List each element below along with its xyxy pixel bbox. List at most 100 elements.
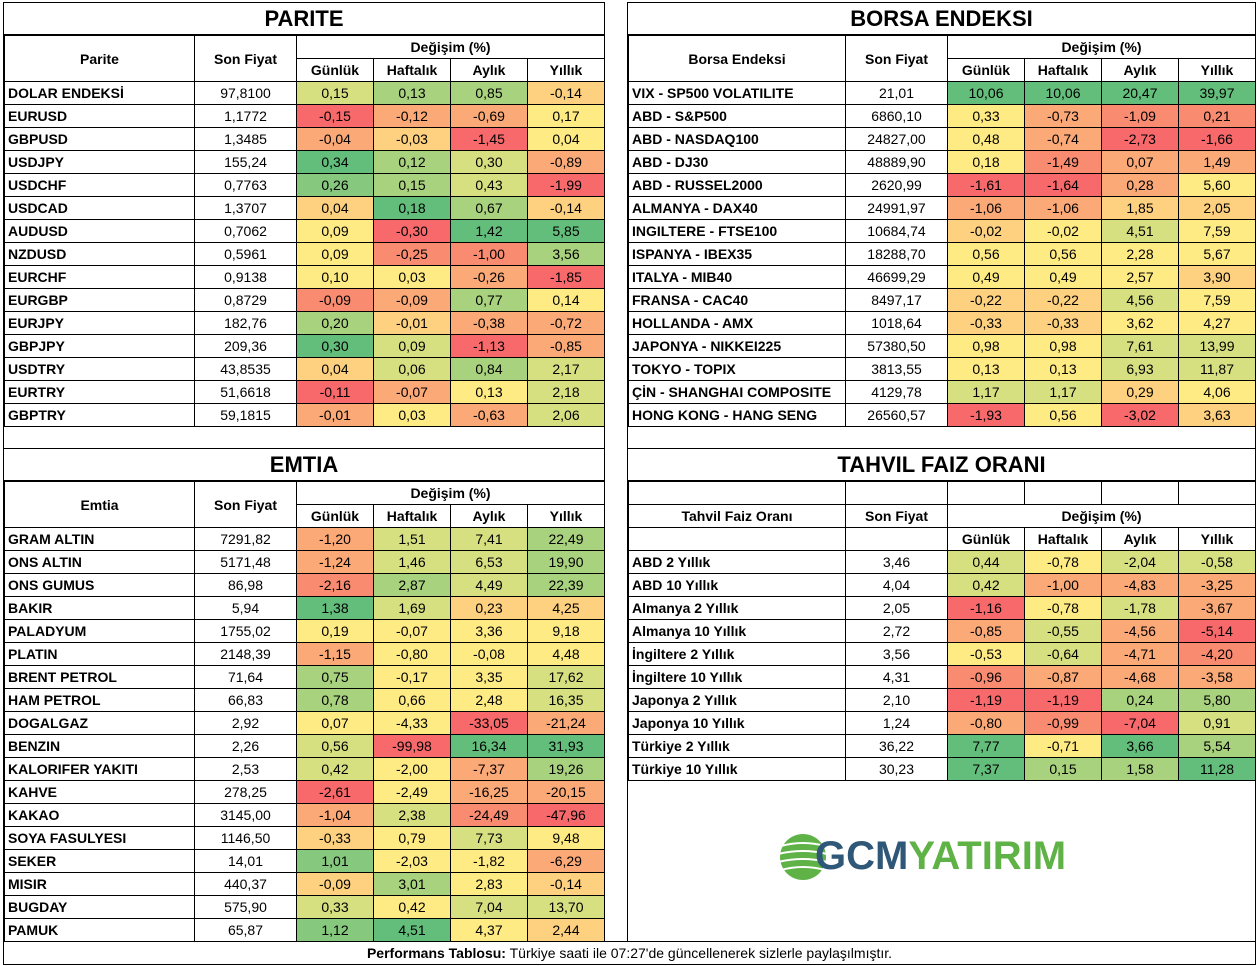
table-row: HONG KONG - HANG SENG 26560,57 -1,93 0,56 -3… xyxy=(628,403,1256,427)
change-yillik: -6,29 xyxy=(527,849,605,873)
subheader-row: Günlük Haftalık Aylık Yıllık xyxy=(629,58,1256,82)
row-price: 24991,97 xyxy=(845,196,948,220)
change-gunluk: 0,75 xyxy=(296,665,374,689)
change-gunluk: 10,06 xyxy=(947,81,1025,105)
row-name: VIX - SP500 VOLATILITE xyxy=(628,81,846,105)
change-yillik: 13,70 xyxy=(527,895,605,919)
change-gunluk: 0,19 xyxy=(296,619,374,643)
change-haftalik: -0,55 xyxy=(1024,619,1102,643)
change-haftalik: 2,87 xyxy=(373,573,451,597)
change-gunluk: 0,26 xyxy=(296,173,374,197)
change-yillik: 0,14 xyxy=(527,288,605,312)
row-name: HONG KONG - HANG SENG xyxy=(628,403,846,427)
change-aylik: -24,49 xyxy=(450,803,528,827)
table-row: SOYA FASULYESI 1146,50 -0,33 0,79 7,73 9,48 xyxy=(4,826,605,850)
change-yillik: 4,48 xyxy=(527,642,605,666)
row-price: 71,64 xyxy=(194,665,297,689)
change-aylik: -7,37 xyxy=(450,757,528,781)
change-haftalik: -0,07 xyxy=(373,380,451,404)
change-yillik: 22,49 xyxy=(527,527,605,551)
row-name: ABD 10 Yıllık xyxy=(628,573,846,597)
table-row: DOLAR ENDEKSİ 97,8100 0,15 0,13 0,85 -0,14 xyxy=(4,81,605,105)
row-price: 0,7062 xyxy=(194,219,297,243)
change-aylik: 0,24 xyxy=(1101,688,1179,712)
change-yillik: 1,49 xyxy=(1178,150,1256,174)
change-gunluk: -0,09 xyxy=(296,288,374,312)
change-yillik: -3,58 xyxy=(1178,665,1256,689)
change-haftalik: -0,87 xyxy=(1024,665,1102,689)
table-row: AUDUSD 0,7062 0,09 -0,30 1,42 5,85 xyxy=(4,219,605,243)
change-aylik: 4,51 xyxy=(1101,219,1179,243)
row-price: 4,04 xyxy=(845,573,948,597)
change-haftalik: -4,33 xyxy=(373,711,451,735)
change-aylik: 1,58 xyxy=(1101,757,1179,781)
change-haftalik: 0,15 xyxy=(1024,757,1102,781)
empty-cell xyxy=(1024,481,1102,505)
change-gunluk: 0,13 xyxy=(947,357,1025,381)
row-name: HOLLANDA - AMX xyxy=(628,311,846,335)
change-gunluk: 0,15 xyxy=(296,81,374,105)
change-haftalik: -2,03 xyxy=(373,849,451,873)
change-haftalik: -0,71 xyxy=(1024,734,1102,758)
change-aylik: 3,66 xyxy=(1101,734,1179,758)
change-haftalik: 0,79 xyxy=(373,826,451,850)
empty-cell xyxy=(1101,481,1179,505)
change-yillik: -4,20 xyxy=(1178,642,1256,666)
change-haftalik: -0,80 xyxy=(373,642,451,666)
row-price: 10684,74 xyxy=(845,219,948,243)
row-price: 21,01 xyxy=(845,81,948,105)
change-gunluk: -0,15 xyxy=(296,104,374,128)
change-haftalik: 0,98 xyxy=(1024,334,1102,358)
change-aylik: 0,07 xyxy=(1101,150,1179,174)
change-gunluk: -1,19 xyxy=(947,688,1025,712)
table-row: GRAM ALTIN 7291,82 -1,20 1,51 7,41 22,49 xyxy=(4,527,605,551)
col-header-change: Değişim (%) xyxy=(296,481,605,505)
row-name: USDJPY xyxy=(4,150,195,174)
table-row: ABD 10 Yıllık 4,04 0,42 -1,00 -4,83 -3,25 xyxy=(628,573,1256,597)
change-haftalik: -0,30 xyxy=(373,219,451,243)
subheader-row: Günlük Haftalık Aylık Yıllık xyxy=(5,504,605,528)
row-price: 3,46 xyxy=(845,550,948,574)
change-aylik: 7,41 xyxy=(450,527,528,551)
row-price: 440,37 xyxy=(194,872,297,896)
change-gunluk: 0,49 xyxy=(947,265,1025,289)
table-row: ALMANYA - DAX40 24991,97 -1,06 -1,06 1,85 2,0… xyxy=(628,196,1256,220)
row-price: 26560,57 xyxy=(845,403,948,427)
col-header-price: Son Fiyat xyxy=(194,35,297,82)
table-row: FRANSA - CAC40 8497,17 -0,22 -0,22 4,56 7,59 xyxy=(628,288,1256,312)
change-gunluk: 0,44 xyxy=(947,550,1025,574)
change-aylik: -33,05 xyxy=(450,711,528,735)
change-gunluk: -0,22 xyxy=(947,288,1025,312)
row-price: 575,90 xyxy=(194,895,297,919)
table-row: Türkiye 2 Yıllık 36,22 7,77 -0,71 3,66 5,54 xyxy=(628,734,1256,758)
table-row: NZDUSD 0,5961 0,09 -0,25 -1,00 3,56 xyxy=(4,242,605,266)
change-aylik: -0,08 xyxy=(450,642,528,666)
gcm-logo: GCMYATIRIM xyxy=(775,828,1095,884)
change-gunluk: 7,77 xyxy=(947,734,1025,758)
table-row: ITALYA - MIB40 46699,29 0,49 0,49 2,57 3,90 xyxy=(628,265,1256,289)
row-price: 2148,39 xyxy=(194,642,297,666)
table-row: ONS ALTIN 5171,48 -1,24 1,46 6,53 19,90 xyxy=(4,550,605,574)
change-aylik: -0,63 xyxy=(450,403,528,427)
change-gunluk: 0,56 xyxy=(296,734,374,758)
table-row: ISPANYA - IBEX35 18288,70 0,56 0,56 2,28 5,67 xyxy=(628,242,1256,266)
col-header-yillik: Yıllık xyxy=(527,504,605,528)
change-yillik: 19,90 xyxy=(527,550,605,574)
row-price: 1755,02 xyxy=(194,619,297,643)
change-aylik: 3,36 xyxy=(450,619,528,643)
header-row: Parite Son Fiyat Değişim (%) xyxy=(4,35,605,82)
row-price: 86,98 xyxy=(194,573,297,597)
change-aylik: 1,85 xyxy=(1101,196,1179,220)
row-name: Türkiye 10 Yıllık xyxy=(628,757,846,781)
change-gunluk: 0,98 xyxy=(947,334,1025,358)
row-name: ONS ALTIN xyxy=(4,550,195,574)
col-header-gunluk: Günlük xyxy=(296,58,374,82)
change-aylik: -4,56 xyxy=(1101,619,1179,643)
change-yillik: -3,25 xyxy=(1178,573,1256,597)
row-price: 0,8729 xyxy=(194,288,297,312)
col-header-aylik: Aylık xyxy=(450,504,528,528)
row-price: 2620,99 xyxy=(845,173,948,197)
row-name: DOGALGAZ xyxy=(4,711,195,735)
col-header-price: Son Fiyat xyxy=(845,504,948,528)
change-aylik: 0,13 xyxy=(450,380,528,404)
